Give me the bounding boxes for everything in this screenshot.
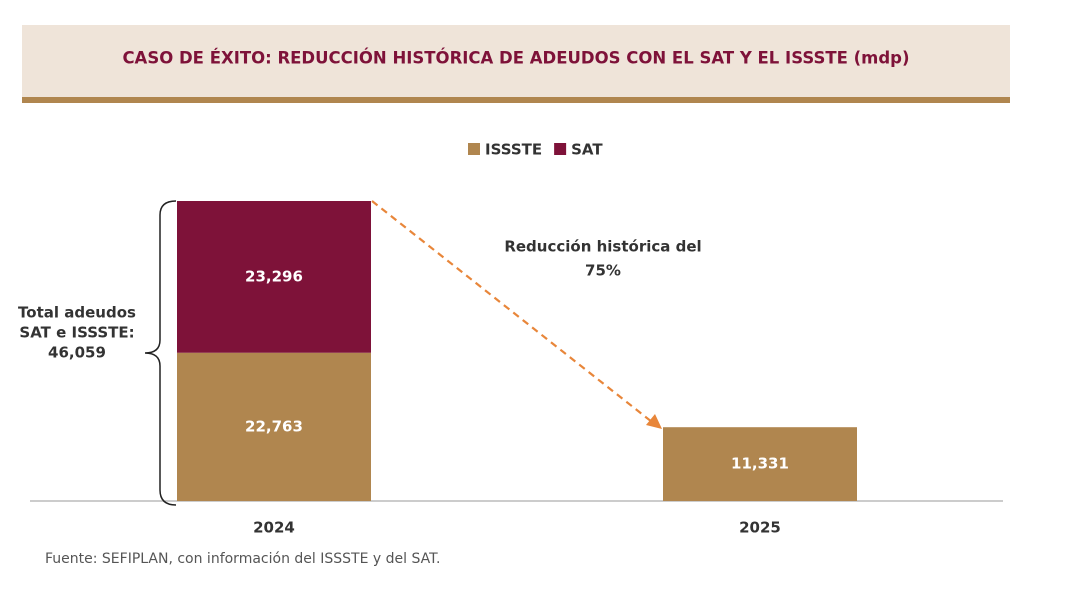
value-label: 22,763	[245, 417, 303, 435]
legend-label: SAT	[571, 141, 603, 159]
bar-segment	[177, 352, 371, 501]
x-tick-label: 2025	[739, 519, 781, 537]
arrow-head	[646, 414, 662, 429]
bar-segment	[177, 201, 371, 353]
annotation: Reducción histórica del	[504, 238, 701, 256]
title-banner	[22, 25, 1010, 97]
annotation: 75%	[585, 262, 621, 280]
value-label: 11,331	[731, 455, 789, 473]
annotation: 46,059	[48, 344, 106, 362]
annotation: Total adeudos	[18, 304, 136, 322]
x-tick-label: 2024	[253, 519, 295, 537]
source-note: Fuente: SEFIPLAN, con información del IS…	[45, 551, 440, 567]
title-rule	[22, 97, 1010, 103]
legend-label: ISSSTE	[485, 141, 542, 159]
value-label: 23,296	[245, 267, 303, 285]
bar-segment	[663, 427, 857, 501]
legend-swatch	[554, 143, 567, 155]
arrow-line	[371, 200, 653, 423]
brace	[144, 200, 177, 506]
legend-swatch	[468, 143, 480, 155]
chart-title: CASO DE ÉXITO: REDUCCIÓN HISTÓRICA DE AD…	[122, 49, 909, 68]
annotation: SAT e ISSSTE:	[19, 324, 134, 342]
